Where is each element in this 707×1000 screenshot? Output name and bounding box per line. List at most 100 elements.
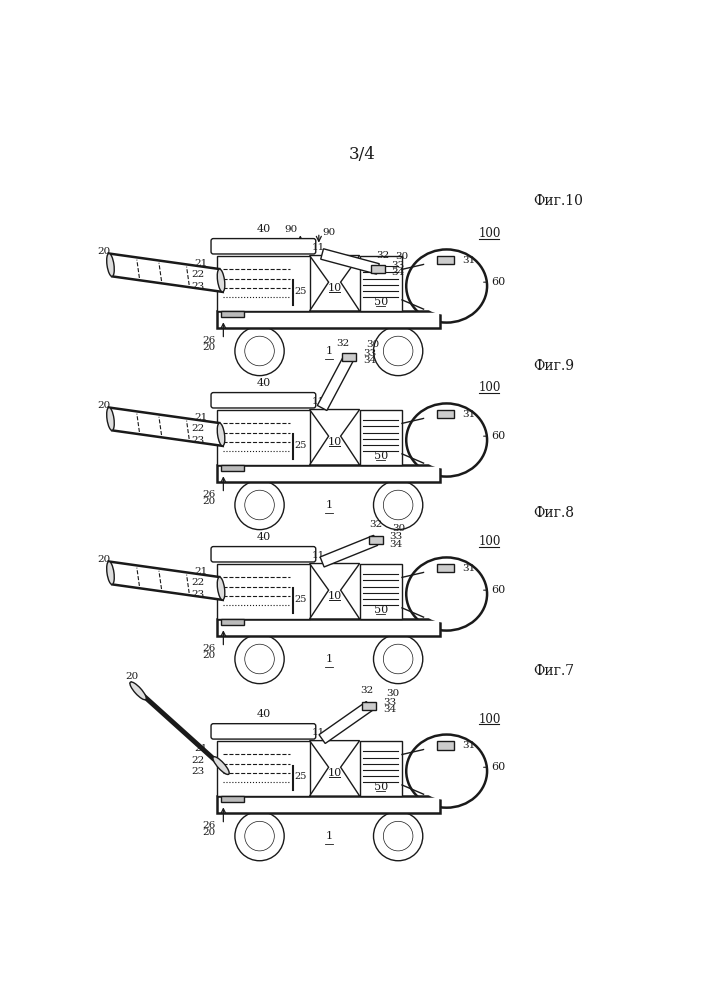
Ellipse shape [217,577,225,600]
Text: 20: 20 [98,401,111,410]
Text: 21: 21 [194,567,208,576]
Text: 22: 22 [192,756,205,765]
Polygon shape [109,253,223,292]
Text: 32: 32 [361,686,374,695]
Text: 10: 10 [327,591,341,601]
Text: 100: 100 [479,227,501,240]
FancyBboxPatch shape [371,265,385,273]
FancyBboxPatch shape [211,547,316,562]
Text: 30: 30 [366,340,380,349]
FancyBboxPatch shape [360,410,402,465]
Text: 10: 10 [327,437,341,447]
Text: 32: 32 [377,251,390,260]
FancyBboxPatch shape [221,796,244,802]
Ellipse shape [414,565,479,623]
Text: 31: 31 [462,256,475,265]
Ellipse shape [107,253,115,276]
Text: 11: 11 [312,728,325,737]
Text: 90: 90 [322,228,335,237]
Text: 21: 21 [194,259,208,268]
Text: 33: 33 [392,261,405,270]
Text: 11: 11 [312,243,325,252]
Ellipse shape [235,480,284,530]
Polygon shape [310,741,360,796]
Text: 20: 20 [202,343,216,352]
Text: 22: 22 [192,578,205,587]
Text: 60: 60 [491,431,506,441]
Ellipse shape [373,480,423,530]
FancyBboxPatch shape [221,465,244,471]
FancyBboxPatch shape [221,619,244,625]
Text: 33: 33 [363,349,376,358]
Text: 34: 34 [390,540,403,549]
Text: 10: 10 [327,283,341,293]
Ellipse shape [107,407,115,430]
Text: 60: 60 [491,585,506,595]
Ellipse shape [407,249,487,323]
Text: 22: 22 [192,270,205,279]
FancyBboxPatch shape [438,410,455,418]
FancyBboxPatch shape [217,311,440,328]
FancyBboxPatch shape [363,702,376,710]
FancyBboxPatch shape [217,410,310,465]
Polygon shape [319,702,373,743]
Text: 25: 25 [294,595,307,604]
Polygon shape [310,256,360,311]
Text: 20: 20 [98,247,111,256]
Ellipse shape [373,326,423,376]
Ellipse shape [245,821,274,851]
Polygon shape [310,410,360,465]
Text: 26: 26 [202,336,216,345]
Text: 40: 40 [256,378,271,388]
Text: 1: 1 [325,346,332,356]
Text: 34: 34 [363,356,376,365]
Text: 34: 34 [383,705,397,714]
Text: 60: 60 [491,762,506,772]
Text: 33: 33 [390,532,403,541]
FancyBboxPatch shape [342,353,356,361]
Ellipse shape [217,423,225,446]
Text: 25: 25 [294,772,307,781]
FancyBboxPatch shape [217,256,310,311]
Text: 100: 100 [479,713,501,726]
Ellipse shape [414,257,479,315]
Ellipse shape [107,561,115,584]
FancyBboxPatch shape [438,256,455,264]
Text: 26: 26 [202,644,216,653]
Text: 25: 25 [294,287,307,296]
FancyBboxPatch shape [360,741,402,796]
Text: 30: 30 [392,524,406,533]
Text: Фиг.10: Фиг.10 [533,194,583,208]
FancyBboxPatch shape [217,465,440,482]
Polygon shape [109,407,223,446]
Text: 30: 30 [395,252,408,261]
Ellipse shape [383,336,413,366]
Polygon shape [320,535,378,567]
Text: 40: 40 [256,532,271,542]
Text: 20: 20 [202,828,216,837]
Polygon shape [317,354,354,411]
Polygon shape [109,561,223,600]
Text: 90: 90 [284,225,297,234]
Text: 20: 20 [98,555,111,564]
Text: 22: 22 [192,424,205,433]
Text: 50: 50 [374,782,388,792]
Text: Фиг.7: Фиг.7 [533,664,574,678]
Ellipse shape [407,557,487,631]
Text: 40: 40 [256,709,271,719]
Text: 20: 20 [125,672,139,681]
Text: 11: 11 [312,397,325,406]
Text: 34: 34 [392,268,405,277]
Text: 23: 23 [192,590,205,599]
Text: 26: 26 [202,490,216,499]
FancyBboxPatch shape [217,619,440,636]
Text: 40: 40 [256,224,271,234]
FancyBboxPatch shape [217,796,440,813]
Text: 50: 50 [374,297,388,307]
Ellipse shape [217,269,225,292]
FancyBboxPatch shape [438,741,455,750]
FancyBboxPatch shape [217,564,310,619]
Text: 21: 21 [194,413,208,422]
Text: 100: 100 [479,381,501,394]
FancyBboxPatch shape [438,564,455,572]
